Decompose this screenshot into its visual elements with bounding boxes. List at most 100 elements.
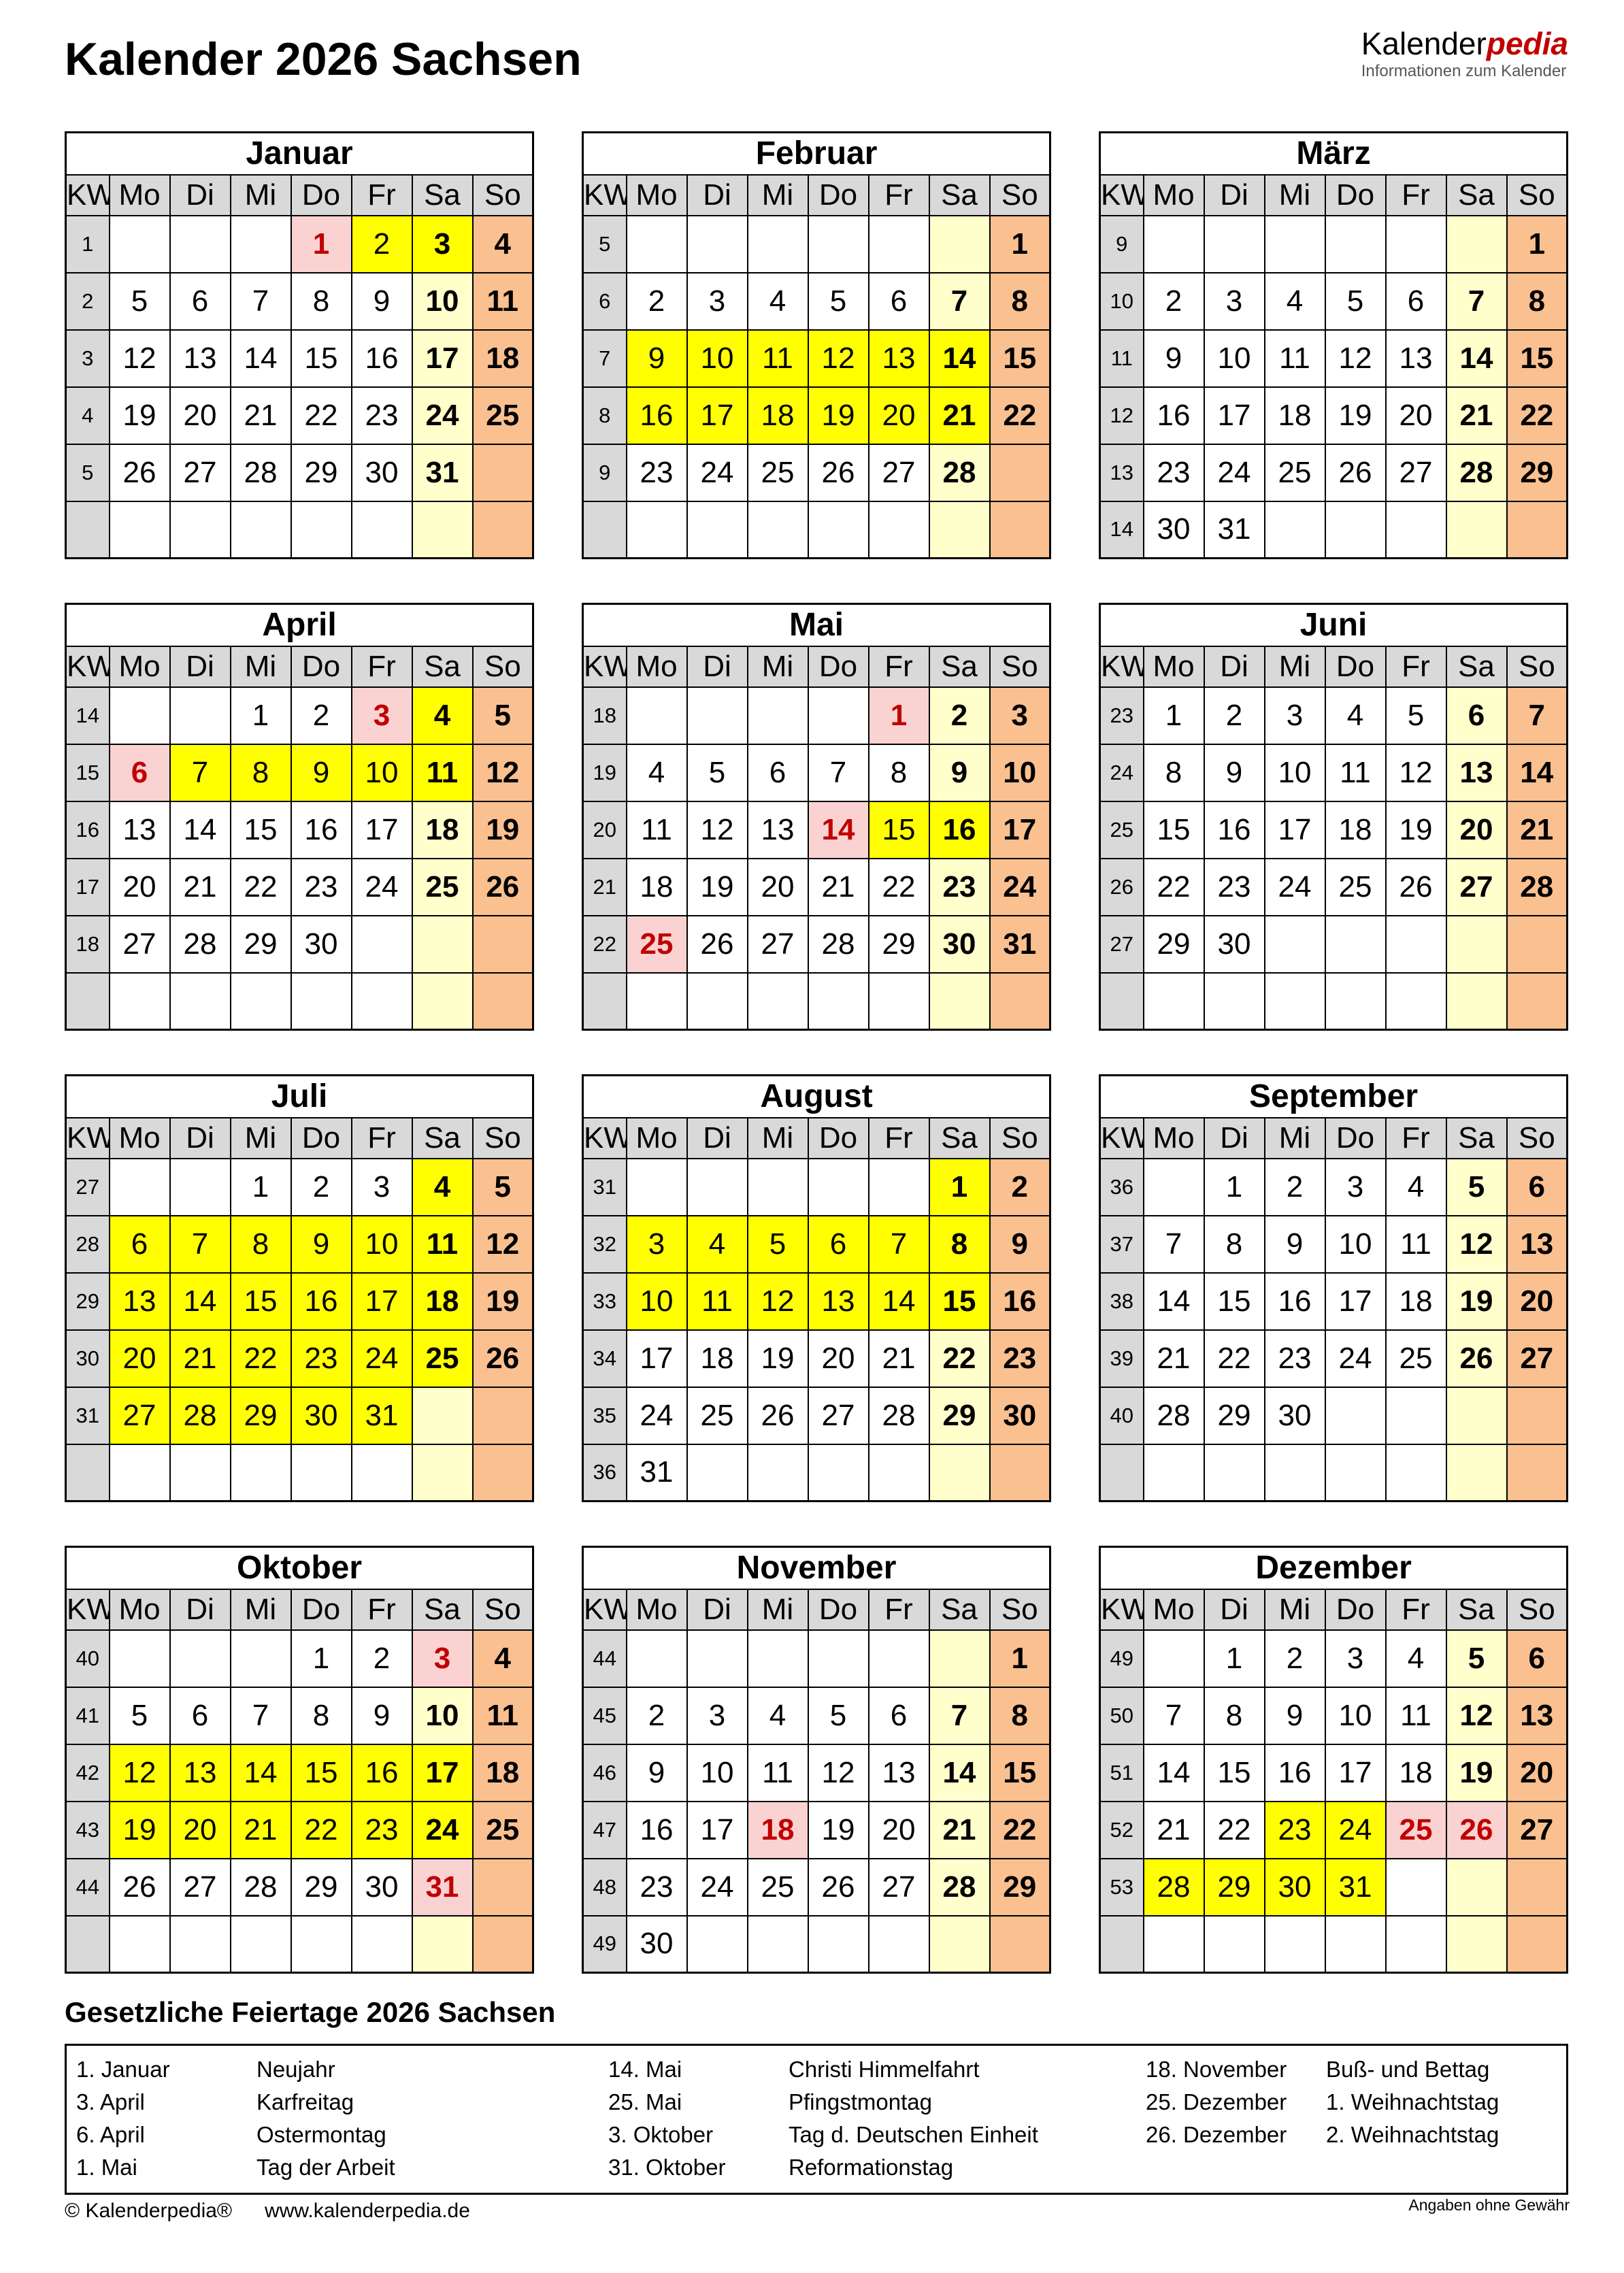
weekday-header-sa: Sa xyxy=(1445,173,1508,216)
month-title-mai: Mai xyxy=(582,603,1051,647)
kw-cell: 34 xyxy=(582,1329,627,1388)
day-cell: 20 xyxy=(867,386,930,445)
day-cell: 2 xyxy=(1203,686,1265,745)
month-title-maerz: März xyxy=(1099,131,1568,176)
day-cell: 10 xyxy=(411,271,474,331)
kw-cell xyxy=(65,1914,110,1974)
day-cell: 14 xyxy=(928,329,991,388)
copyright-line: © Kalenderpedia® www.kalenderpedia.de xyxy=(65,2200,470,2223)
day-cell: 16 xyxy=(1263,1743,1326,1802)
day-cell: 19 xyxy=(746,1329,809,1388)
weekday-header-sa: Sa xyxy=(928,645,991,688)
day-cell: 26 xyxy=(108,443,171,502)
kw-cell: 33 xyxy=(582,1272,627,1331)
day-cell: 25 xyxy=(1324,857,1387,916)
day-cell: 18 xyxy=(1263,386,1326,445)
day-cell xyxy=(471,972,534,1031)
day-cell: 2 xyxy=(290,1157,352,1216)
day-cell xyxy=(108,686,171,745)
day-cell xyxy=(169,972,231,1031)
day-cell xyxy=(989,972,1051,1031)
day-cell: 7 xyxy=(1142,1214,1205,1274)
day-cell: 28 xyxy=(1445,443,1508,502)
weekday-header-sa: Sa xyxy=(928,173,991,216)
kw-cell: 10 xyxy=(1099,271,1144,331)
day-cell xyxy=(746,214,809,273)
day-cell xyxy=(928,500,991,559)
weekday-header-di: Di xyxy=(1203,645,1265,688)
kw-cell: 52 xyxy=(1099,1800,1144,1859)
kw-cell xyxy=(582,500,627,559)
day-cell: 4 xyxy=(1385,1157,1447,1216)
day-cell: 19 xyxy=(807,1800,869,1859)
kw-cell: 4 xyxy=(65,386,110,445)
weekday-header-mi: Mi xyxy=(229,1588,292,1631)
day-cell: 5 xyxy=(1385,686,1447,745)
day-cell: 19 xyxy=(108,1800,171,1859)
kw-column-header: KW xyxy=(582,645,627,688)
day-cell: 3 xyxy=(350,1157,413,1216)
month-title-august: August xyxy=(582,1074,1051,1118)
day-cell: 7 xyxy=(928,1686,991,1745)
weekday-header-so: So xyxy=(989,173,1051,216)
day-cell: 21 xyxy=(169,857,231,916)
day-cell: 25 xyxy=(411,857,474,916)
day-cell: 28 xyxy=(867,1386,930,1445)
day-cell xyxy=(1324,1386,1387,1445)
weekday-header-di: Di xyxy=(686,1588,748,1631)
day-cell: 26 xyxy=(807,443,869,502)
day-cell: 28 xyxy=(1506,857,1568,916)
day-cell: 14 xyxy=(867,1272,930,1331)
day-cell: 31 xyxy=(350,1386,413,1445)
day-cell: 22 xyxy=(928,1329,991,1388)
day-cell: 10 xyxy=(350,743,413,802)
kw-cell: 53 xyxy=(1099,1857,1144,1917)
day-cell: 4 xyxy=(686,1214,748,1274)
weekday-header-so: So xyxy=(1506,1116,1568,1159)
day-cell xyxy=(867,1629,930,1688)
day-cell: 9 xyxy=(625,329,688,388)
day-cell xyxy=(350,500,413,559)
day-cell: 13 xyxy=(867,329,930,388)
day-cell xyxy=(1445,972,1508,1031)
weekday-header-mo: Mo xyxy=(108,1588,171,1631)
day-cell: 10 xyxy=(1324,1686,1387,1745)
day-cell xyxy=(169,1443,231,1502)
weekday-header-do: Do xyxy=(1324,1588,1387,1631)
day-cell: 6 xyxy=(867,271,930,331)
weekday-header-mi: Mi xyxy=(229,1116,292,1159)
website-url: www.kalenderpedia.de xyxy=(265,2200,470,2222)
weekday-header-di: Di xyxy=(169,645,231,688)
day-cell xyxy=(686,1629,748,1688)
day-cell: 18 xyxy=(471,329,534,388)
day-cell xyxy=(1263,1443,1326,1502)
day-cell: 12 xyxy=(108,329,171,388)
day-cell: 10 xyxy=(625,1272,688,1331)
day-cell: 2 xyxy=(350,214,413,273)
weekday-header-do: Do xyxy=(290,645,352,688)
kw-cell: 12 xyxy=(1099,386,1144,445)
holiday-name: Neujahr xyxy=(256,2057,335,2082)
kw-cell: 8 xyxy=(582,386,627,445)
day-cell: 5 xyxy=(1445,1629,1508,1688)
day-cell xyxy=(686,1443,748,1502)
day-cell: 20 xyxy=(807,1329,869,1388)
kw-cell: 25 xyxy=(1099,800,1144,859)
day-cell: 17 xyxy=(686,386,748,445)
day-cell xyxy=(1324,500,1387,559)
kw-cell: 36 xyxy=(582,1443,627,1502)
day-cell: 24 xyxy=(411,386,474,445)
day-cell: 18 xyxy=(1324,800,1387,859)
weekday-header-so: So xyxy=(471,1116,534,1159)
day-cell: 1 xyxy=(1506,214,1568,273)
holiday-date: 3. Oktober xyxy=(608,2122,714,2147)
day-cell: 12 xyxy=(1445,1214,1508,1274)
kw-cell: 15 xyxy=(65,743,110,802)
day-cell: 31 xyxy=(989,914,1051,974)
day-cell: 6 xyxy=(1506,1629,1568,1688)
day-cell: 6 xyxy=(1506,1157,1568,1216)
day-cell: 30 xyxy=(989,1386,1051,1445)
day-cell: 22 xyxy=(1506,386,1568,445)
day-cell xyxy=(928,1629,991,1688)
